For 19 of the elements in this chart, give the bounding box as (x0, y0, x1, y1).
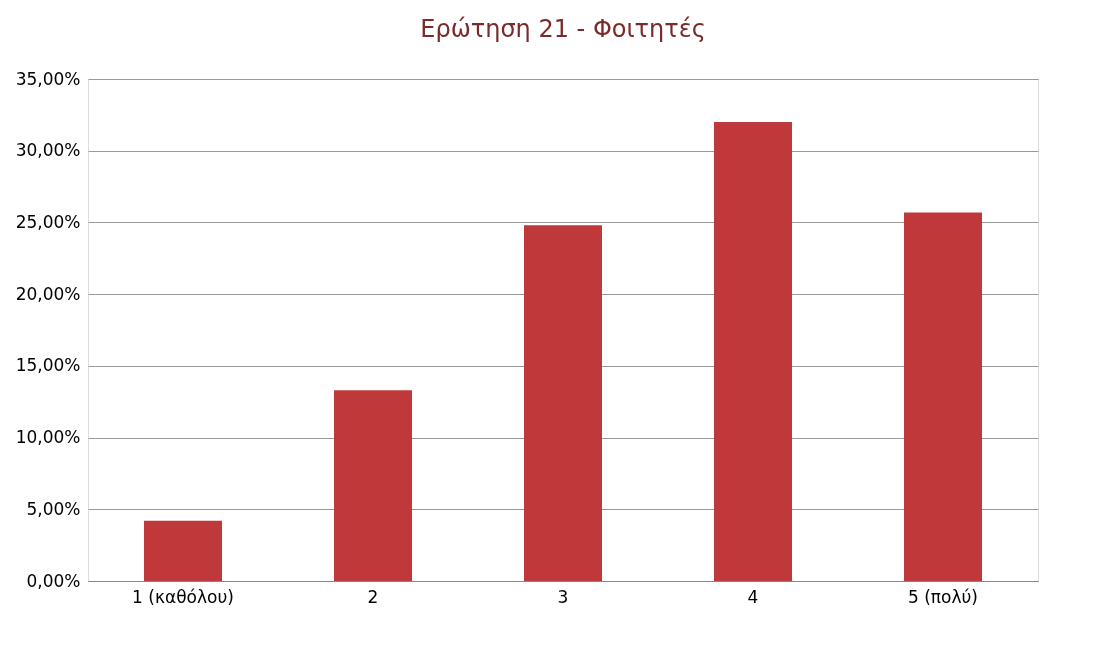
chart-title: Ερώτηση 21 - Φοιτητές (420, 15, 706, 43)
y-tick-label: 35,00% (15, 68, 81, 89)
x-tick-label: 3 (557, 586, 569, 607)
x-tick-label: 4 (747, 586, 759, 607)
x-tick-label: 1 (καθόλου) (132, 586, 234, 607)
bar (714, 122, 792, 581)
bar (524, 225, 602, 581)
bar (904, 212, 982, 581)
y-tick-label: 15,00% (15, 355, 81, 376)
y-tick-label: 20,00% (15, 283, 81, 304)
y-tick-label: 25,00% (15, 211, 81, 232)
y-tick-label: 0,00% (26, 570, 81, 591)
y-tick-label: 5,00% (26, 498, 81, 519)
y-tick-label: 10,00% (15, 427, 81, 448)
y-tick-label: 30,00% (15, 140, 81, 161)
bar (334, 390, 412, 581)
bar (144, 520, 222, 581)
x-tick-label: 5 (πολύ) (907, 586, 979, 607)
x-tick-label: 2 (367, 586, 379, 607)
